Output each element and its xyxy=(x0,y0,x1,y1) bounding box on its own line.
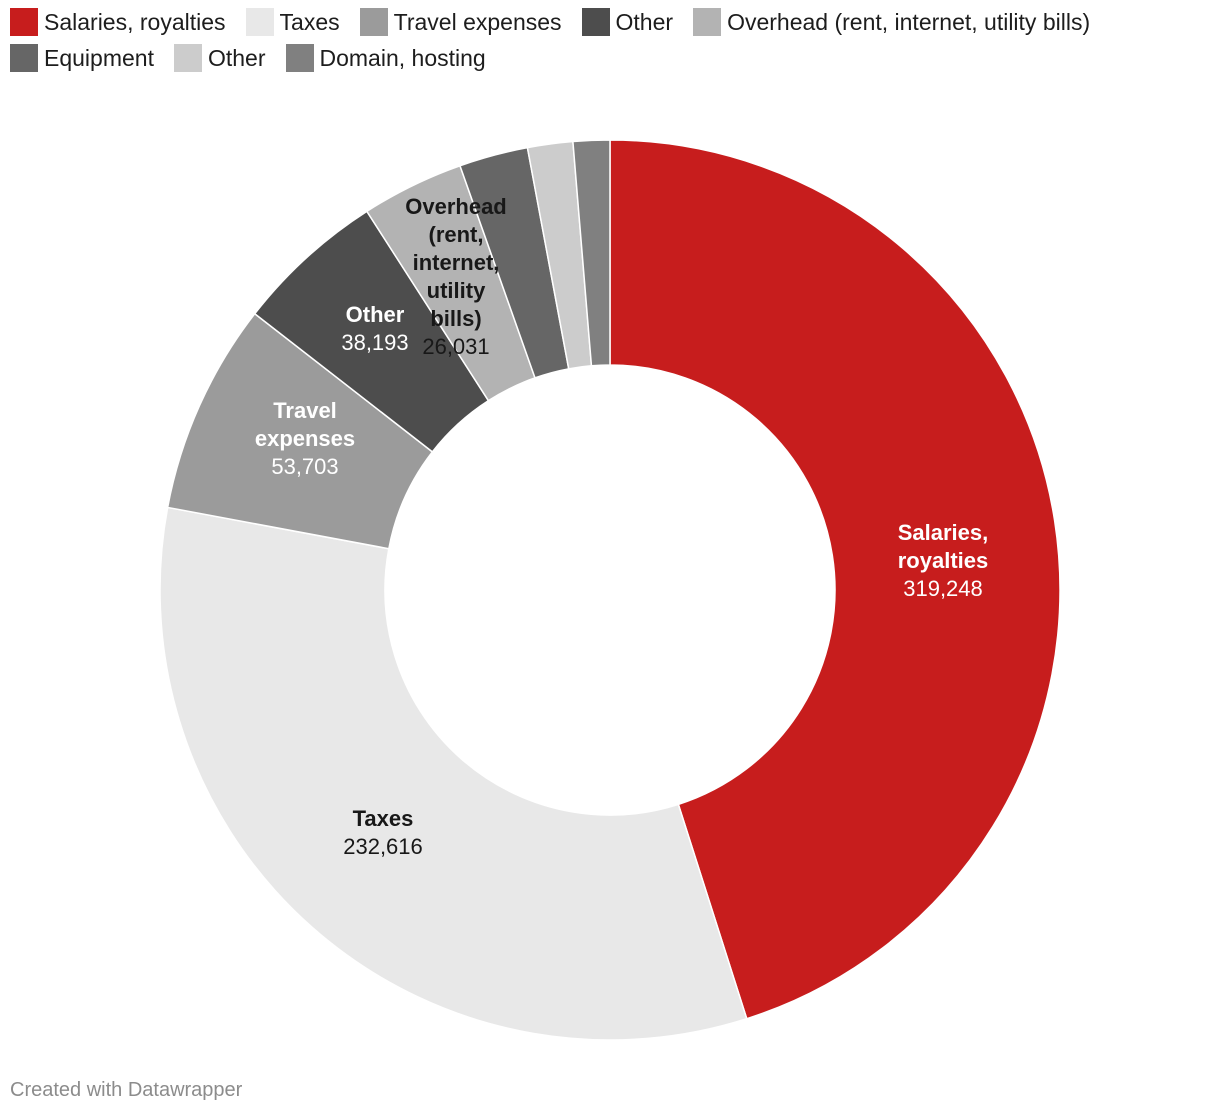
legend-swatch xyxy=(10,8,38,36)
legend-item: Travel expenses xyxy=(359,8,562,36)
legend-label: Other xyxy=(615,9,674,35)
legend-item: Other xyxy=(581,8,674,36)
legend-label: Taxes xyxy=(279,9,340,35)
slice-value-label: 319,248 xyxy=(903,576,983,601)
legend-label: Equipment xyxy=(44,45,154,71)
slice-value-label: 232,616 xyxy=(343,834,423,859)
slice-value-label: 38,193 xyxy=(341,330,408,355)
legend-label: Other xyxy=(207,45,266,71)
legend-swatch xyxy=(359,8,388,36)
legend-item: Other xyxy=(173,44,266,72)
legend-swatch xyxy=(10,44,38,72)
legend-item: Salaries, royalties xyxy=(10,8,226,36)
legend-item: Taxes xyxy=(245,8,340,36)
legend-item: Domain, hosting xyxy=(285,44,486,72)
slice-label: Travel expenses xyxy=(255,398,355,451)
slice-label: Overhead (rent, internet, utility bills) xyxy=(405,194,507,331)
slice-label: Other xyxy=(346,302,405,327)
slice-label: Taxes xyxy=(353,806,414,831)
legend-swatch xyxy=(581,8,610,36)
legend-item: Overhead (rent, internet, utility bills) xyxy=(693,8,1090,36)
slice-label: Salaries, royalties xyxy=(898,520,989,573)
legend-swatch xyxy=(173,44,202,72)
legend-label: Travel expenses xyxy=(393,9,562,35)
donut-slice xyxy=(572,139,611,367)
slice-value-label: 53,703 xyxy=(271,454,338,479)
legend-swatch xyxy=(693,8,722,36)
legend-swatch xyxy=(245,8,274,36)
legend-swatch xyxy=(285,44,314,72)
legend-label: Domain, hosting xyxy=(319,45,486,71)
donut-slice xyxy=(609,139,1061,1020)
legend-label: Overhead (rent, internet, utility bills) xyxy=(727,9,1091,35)
credit-footer: Created with Datawrapper xyxy=(10,1079,243,1101)
chart-legend: Salaries, royalties Taxes Travel expenses O… xyxy=(10,8,1210,72)
legend-item: Equipment xyxy=(10,44,154,72)
slice-value-label: 26,031 xyxy=(422,334,489,359)
legend-label: Salaries, royalties xyxy=(44,9,226,35)
donut-slice xyxy=(159,506,748,1041)
